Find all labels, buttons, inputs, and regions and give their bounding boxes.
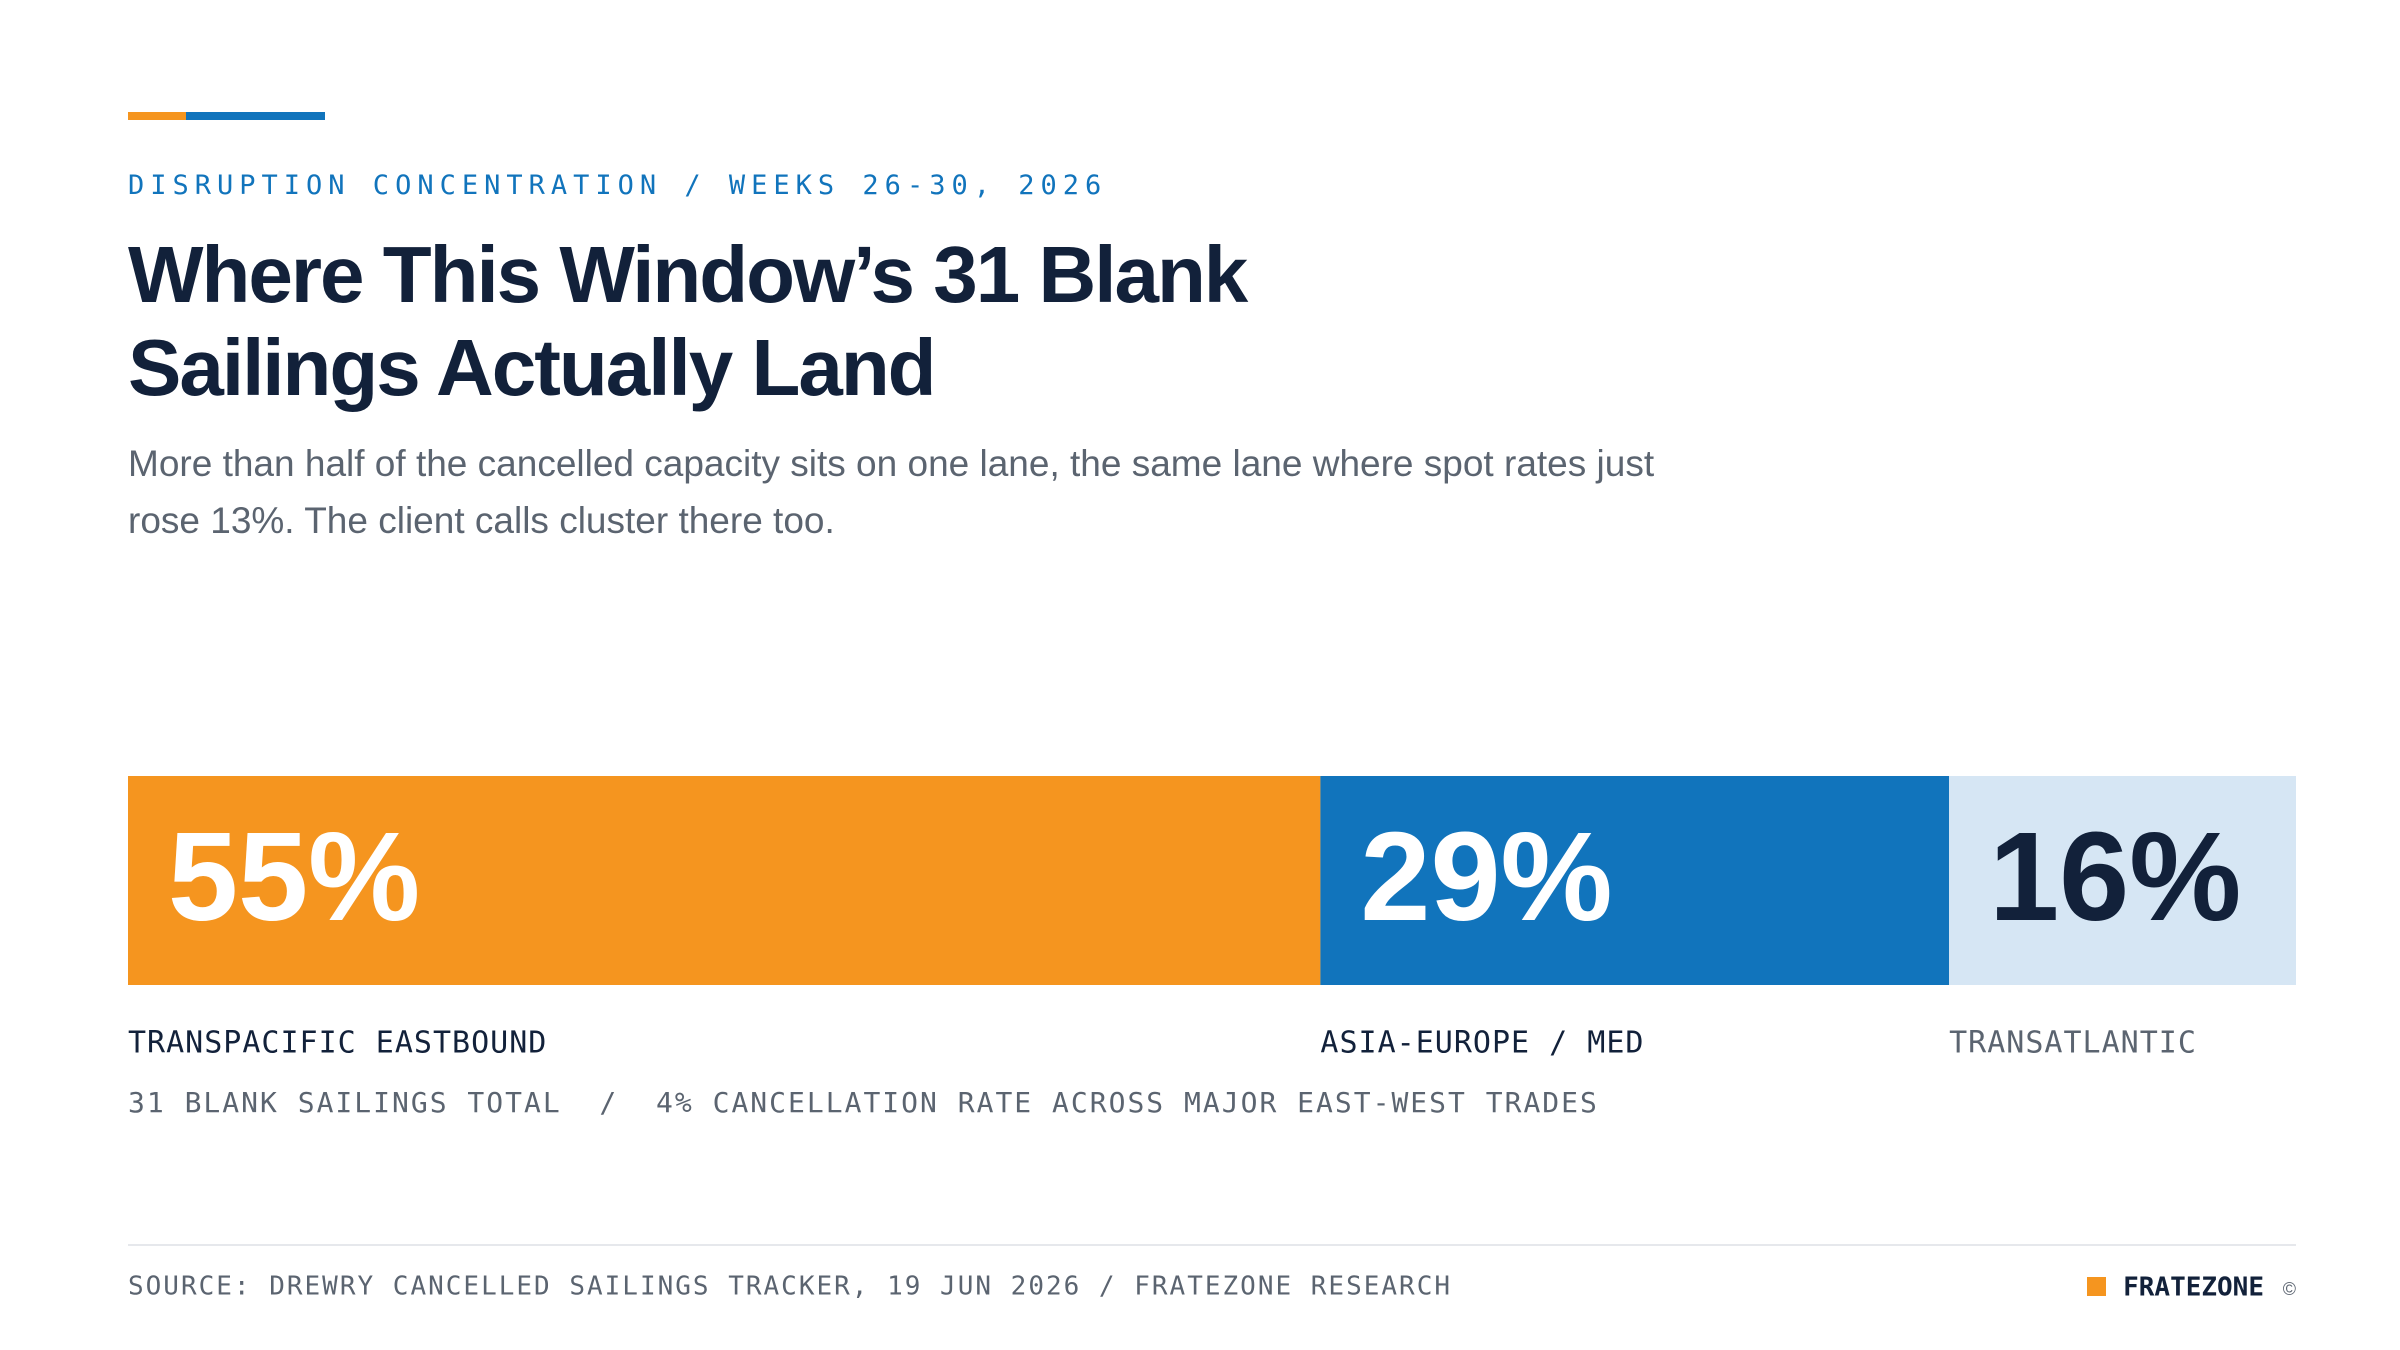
- bar-segment: [1320, 776, 1950, 985]
- category-label: ASIA-EUROPE / MED: [1320, 1026, 1644, 1061]
- category-label: TRANSATLANTIC: [1949, 1026, 2197, 1061]
- eyebrow: DISRUPTION CONCENTRATION / WEEKS 26-30, …: [128, 170, 1108, 201]
- source: SOURCE: DREWRY CANCELLED SAILINGS TRACKE…: [128, 1272, 1452, 1302]
- category-label: TRANSPACIFIC EASTBOUND: [128, 1026, 547, 1061]
- copyright: ©: [2283, 1279, 2296, 1299]
- accent-blue: [186, 112, 325, 120]
- note: 31 BLANK SAILINGS TOTAL / 4% CANCELLATIO…: [128, 1086, 1599, 1119]
- value-label: 29%: [1360, 806, 1612, 947]
- bar-segment: [128, 776, 1321, 985]
- chart-title: Where This Window’s 31 Blank Sailings Ac…: [128, 230, 1248, 412]
- subtitle: More than half of the cancelled capacity…: [128, 443, 1655, 541]
- brand-mark: [2087, 1277, 2106, 1296]
- brand: FRATEZONE: [2123, 1273, 2264, 1303]
- bar-segment: [1949, 776, 2296, 985]
- value-label: 16%: [1989, 806, 2241, 947]
- value-label: 55%: [168, 806, 420, 947]
- accent-orange: [128, 112, 186, 120]
